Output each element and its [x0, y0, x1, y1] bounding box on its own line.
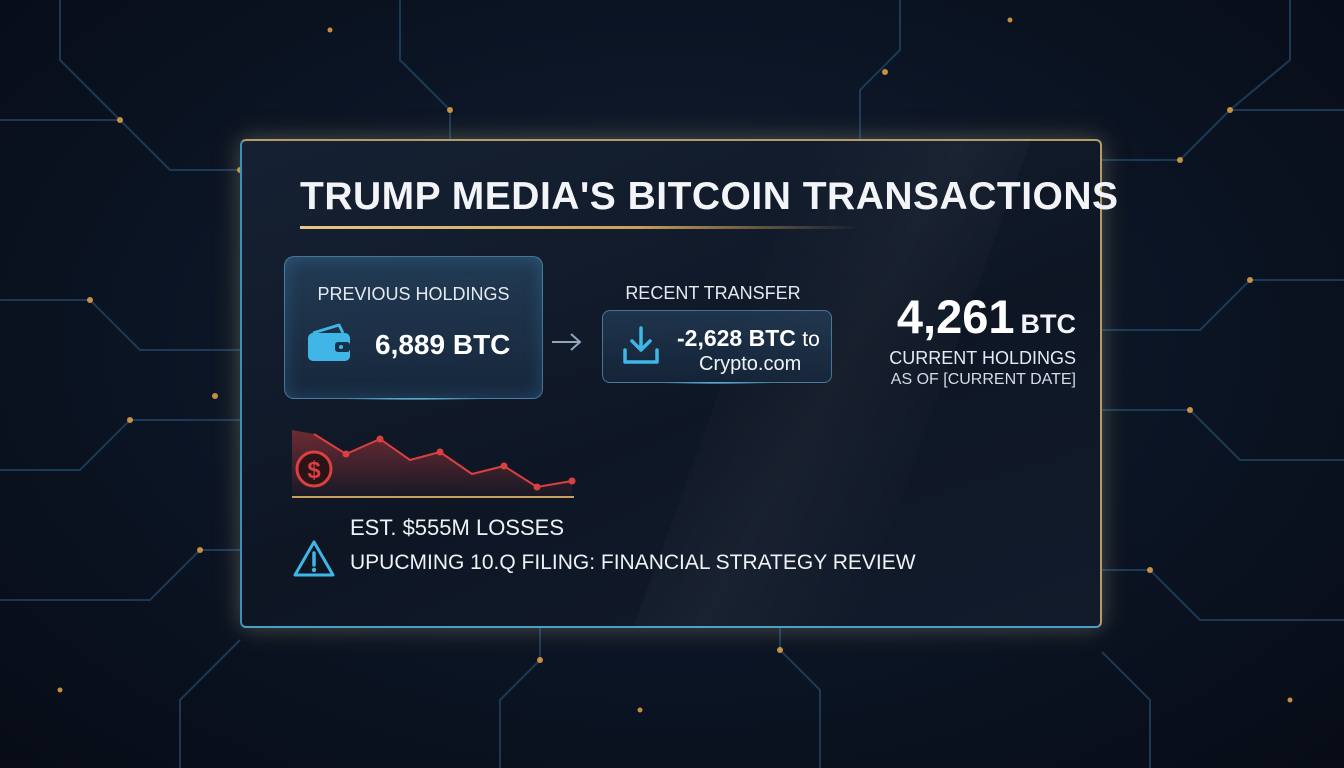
svg-text:$: $	[307, 457, 321, 484]
dollar-icon: $	[295, 450, 333, 488]
recent-transfer-label: RECENT TRANSFER	[625, 283, 801, 303]
current-holdings-date: AS OF [CURRENT DATE]	[890, 371, 1076, 388]
current-holdings-caption: CURRENT HOLDINGS	[889, 348, 1076, 368]
transfer-destination: Crypto.com	[699, 353, 802, 375]
wallet-icon	[308, 323, 350, 361]
arrow-right-icon	[552, 333, 582, 351]
previous-holdings-panel: PREVIOUS HOLDINGS 6,889 BTC	[284, 256, 543, 400]
loss-trend-graphic: $	[292, 430, 576, 498]
previous-holdings-label: PREVIOUS HOLDINGS	[317, 284, 510, 304]
transfer-to-word: to	[802, 328, 820, 351]
title-underline	[300, 226, 860, 229]
page-title: TRUMP MEDIA'S BITCOIN TRANSACTIONS	[300, 175, 1119, 218]
current-holdings-amount: 4,261	[896, 290, 1015, 343]
estimated-losses: EST. $555M LOSSES	[350, 515, 564, 540]
filing-notice: UPUCMING 10.Q FILING: FINANCIAL STRATEGY…	[350, 551, 916, 574]
download-icon	[623, 326, 659, 364]
current-holdings: 4,261 BTC CURRENT HOLDINGS AS OF [CURRENT…	[880, 291, 1076, 391]
panel-glow	[345, 398, 482, 400]
panel-glow	[663, 382, 771, 384]
recent-transfer-panel: -2,628 BTC to Crypto.com	[602, 310, 832, 384]
transactions-card: TRUMP MEDIA'S BITCOIN TRANSACTIONS PREVI…	[240, 139, 1118, 628]
transfer-amount-value: -2,628 BTC	[677, 325, 796, 351]
transfer-amount: -2,628 BTC to	[677, 325, 820, 352]
warning-icon	[293, 540, 335, 577]
previous-holdings-amount: 6,889 BTC	[375, 329, 511, 360]
current-holdings-unit: BTC	[1020, 309, 1077, 339]
